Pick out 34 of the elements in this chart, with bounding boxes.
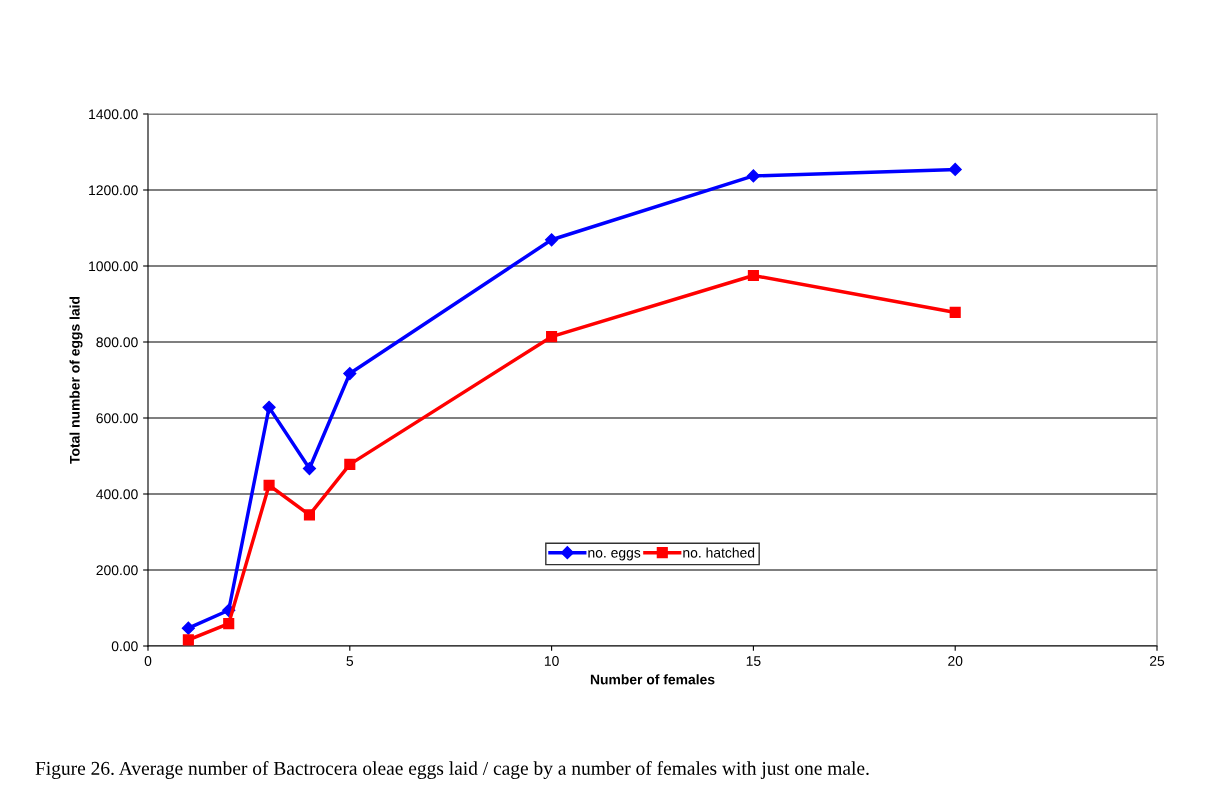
point (949, 306, 961, 318)
point (546, 331, 558, 343)
y-tick-label: 1400.00 (89, 109, 138, 120)
point (182, 634, 194, 646)
point (262, 400, 276, 414)
point (303, 509, 315, 521)
y-tick-label: 200.00 (96, 565, 138, 576)
x-tick-label: 20 (948, 656, 963, 666)
y-tick-label: 0.00 (111, 641, 138, 652)
x-tick-label: 10 (544, 656, 559, 666)
y-tick-label: 600.00 (96, 413, 138, 424)
legend-label: no. hatched (683, 547, 755, 558)
point (181, 621, 195, 635)
y-tick-label: 1200.00 (89, 185, 138, 196)
x-axis-title: Number of females (590, 674, 715, 685)
point (746, 169, 760, 183)
point (344, 458, 356, 470)
point (302, 461, 317, 476)
point (223, 618, 235, 630)
y-tick-label: 800.00 (96, 337, 138, 348)
point (263, 479, 275, 491)
y-tick-label: 400.00 (96, 489, 138, 500)
y-tick-label: 1000.00 (89, 261, 138, 272)
point (545, 233, 559, 247)
legend-label: no. eggs (588, 550, 641, 561)
point (948, 162, 962, 177)
point (343, 366, 357, 381)
x-tick-label: 5 (346, 656, 354, 666)
caption: Figure 26. Average number of Bactrocera oleae eggs laid / cage by a number of females with just one male. (35, 761, 869, 779)
y-axis-title: Total number of eggs laid (69, 296, 83, 464)
point (747, 269, 759, 282)
x-tick-label: 0 (144, 656, 152, 666)
x-tick-label: 15 (746, 656, 761, 666)
x-tick-label: 25 (1149, 656, 1165, 666)
